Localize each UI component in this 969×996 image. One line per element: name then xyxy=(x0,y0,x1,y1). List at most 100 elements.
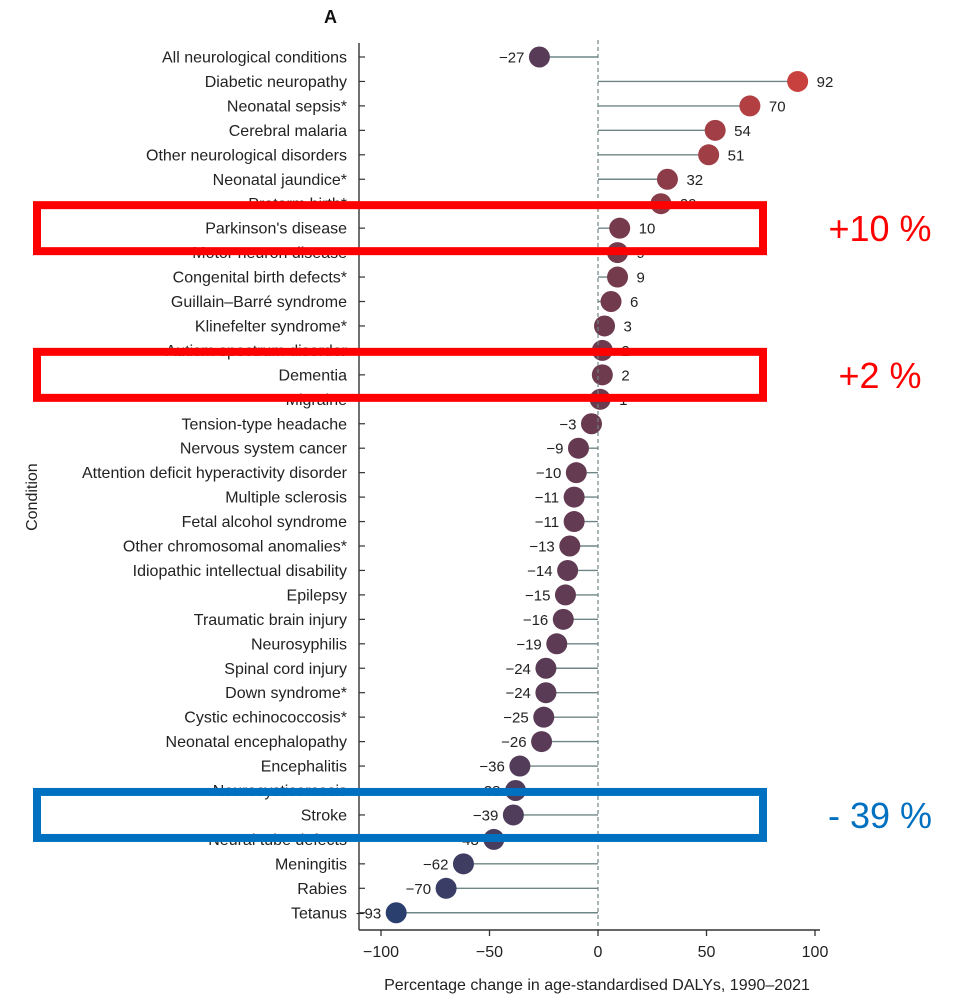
data-point xyxy=(435,877,457,899)
condition-row: Tension-type headache −3 xyxy=(182,413,602,435)
condition-row: Epilepsy −15 xyxy=(287,584,598,606)
data-point xyxy=(533,706,555,728)
condition-row: Spinal cord injury −24 xyxy=(224,657,598,679)
condition-label: Traumatic brain injury xyxy=(194,612,347,629)
condition-row: Diabetic neuropathy 92 xyxy=(205,70,833,92)
condition-row: Idiopathic intellectual disability −14 xyxy=(133,559,598,581)
condition-row: Klinefelter syndrome* 3 xyxy=(195,315,632,337)
condition-label: Neurosyphilis xyxy=(251,636,347,653)
panel-label: A xyxy=(324,7,337,27)
data-point xyxy=(591,364,613,386)
condition-label: Idiopathic intellectual disability xyxy=(133,563,347,580)
highlight-parkinson-s-disease: +10 % xyxy=(33,201,932,256)
condition-label: Rabies xyxy=(297,881,347,898)
condition-label: Parkinson's disease xyxy=(205,221,347,238)
condition-label: Other neurological disorders xyxy=(146,147,347,164)
condition-label: Encephalitis xyxy=(261,759,347,776)
x-tick-label: 100 xyxy=(802,944,829,961)
x-tick-label: 50 xyxy=(698,944,716,961)
condition-label: Dementia xyxy=(279,367,348,384)
highlight-label: +10 % xyxy=(828,208,931,249)
value-label: −16 xyxy=(523,612,548,629)
y-axis-label: Condition xyxy=(24,463,41,531)
data-point xyxy=(531,731,553,753)
condition-label: Fetal alcohol syndrome xyxy=(182,514,348,531)
condition-row: Parkinson's disease 10 xyxy=(205,217,656,239)
condition-label: Neonatal encephalopathy xyxy=(166,734,347,751)
value-label: −14 xyxy=(527,563,552,580)
condition-row: Other chromosomal anomalies* −13 xyxy=(123,535,598,557)
x-tick-label: 0 xyxy=(594,944,603,961)
data-point xyxy=(594,315,616,337)
value-label: −25 xyxy=(503,710,528,727)
condition-label: Meningitis xyxy=(275,856,347,873)
condition-row: Neonatal sepsis* 70 xyxy=(227,95,786,117)
value-label: 3 xyxy=(624,318,632,335)
condition-row: Tetanus −93 xyxy=(291,902,598,924)
value-label: −10 xyxy=(536,465,561,482)
data-point xyxy=(600,291,622,312)
data-point xyxy=(563,486,585,508)
data-point xyxy=(656,168,678,190)
condition-row: Congenital birth defects* 9 xyxy=(173,266,645,288)
condition-label: Cystic echinococcosis* xyxy=(184,710,347,727)
data-point xyxy=(563,511,585,533)
condition-label: Congenital birth defects* xyxy=(173,270,347,287)
value-label: −36 xyxy=(479,759,504,776)
value-label: −26 xyxy=(501,734,526,751)
highlight-box xyxy=(33,201,767,256)
data-point xyxy=(528,46,550,68)
value-label: −3 xyxy=(559,416,576,433)
x-tick-label: −50 xyxy=(476,944,503,961)
highlight-box xyxy=(33,787,767,842)
value-label: −24 xyxy=(505,685,530,702)
condition-label: Attention deficit hyperactivity disorder xyxy=(82,465,348,482)
highlight-label: +2 % xyxy=(838,355,921,396)
condition-label: Down syndrome* xyxy=(225,685,347,702)
value-label: −19 xyxy=(516,636,541,653)
value-label: −11 xyxy=(535,514,559,531)
value-label: 51 xyxy=(728,147,745,164)
highlight-box xyxy=(33,347,767,402)
value-label: 10 xyxy=(639,221,656,238)
condition-row: Cystic echinococcosis* −25 xyxy=(184,706,598,728)
x-axis-ticks: −100 −50 0 50 100 xyxy=(363,930,828,961)
condition-label: Stroke xyxy=(301,807,347,824)
value-label: −15 xyxy=(525,587,550,604)
condition-label: All neurological conditions xyxy=(162,50,347,67)
data-point xyxy=(787,70,809,92)
data-point xyxy=(535,657,557,679)
condition-row: Neonatal encephalopathy −26 xyxy=(166,731,598,753)
data-point xyxy=(557,559,579,581)
data-point xyxy=(704,119,726,141)
condition-row: Meningitis −62 xyxy=(275,853,598,875)
condition-label: Neonatal sepsis* xyxy=(227,98,347,115)
data-point xyxy=(739,95,761,117)
condition-label: Nervous system cancer xyxy=(180,441,348,458)
data-point xyxy=(559,535,581,557)
data-point xyxy=(554,584,576,606)
value-label: −9 xyxy=(546,441,563,458)
condition-row: Dementia 2 xyxy=(279,364,630,386)
condition-row: Cerebral malaria 54 xyxy=(229,119,751,141)
data-point xyxy=(580,413,602,435)
condition-row: Neonatal jaundice* 32 xyxy=(213,168,703,190)
value-label: −27 xyxy=(499,50,524,67)
condition-label: Cerebral malaria xyxy=(229,123,347,140)
condition-row: Guillain–Barré syndrome 6 xyxy=(171,291,638,312)
data-point xyxy=(546,633,568,655)
condition-label: Multiple sclerosis xyxy=(225,490,347,507)
condition-row: Stroke −39 xyxy=(301,804,598,826)
value-label: 9 xyxy=(637,270,645,287)
data-point xyxy=(698,144,720,166)
value-label: −62 xyxy=(423,856,448,873)
value-label: 6 xyxy=(630,294,638,311)
condition-label: Epilepsy xyxy=(287,587,347,604)
value-label: 70 xyxy=(769,98,786,115)
data-point xyxy=(452,853,474,875)
condition-row: Encephalitis −36 xyxy=(261,755,598,777)
condition-label: Klinefelter syndrome* xyxy=(195,318,347,335)
data-point xyxy=(565,462,587,484)
condition-label: Neonatal jaundice* xyxy=(213,172,347,189)
